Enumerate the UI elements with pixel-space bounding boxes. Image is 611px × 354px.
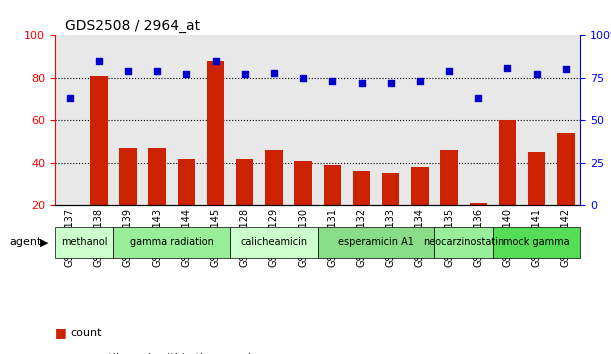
Text: ■: ■ [55, 351, 67, 354]
Text: calicheamicin: calicheamicin [240, 238, 307, 247]
Point [152, 68, 162, 74]
Point [240, 72, 250, 77]
Point [503, 65, 513, 70]
Text: esperamicin A1: esperamicin A1 [338, 238, 414, 247]
Point [386, 80, 395, 86]
Point [444, 68, 454, 74]
Point [269, 70, 279, 76]
Text: gamma radiation: gamma radiation [130, 238, 214, 247]
Bar [90, 76, 108, 248]
Bar [441, 150, 458, 248]
Bar [119, 148, 137, 248]
Point [415, 79, 425, 84]
Bar [557, 133, 574, 248]
Bar [469, 203, 487, 248]
Point [94, 58, 104, 64]
Text: methanol: methanol [61, 238, 108, 247]
Text: ■: ■ [55, 326, 67, 339]
Point [561, 67, 571, 72]
Text: agent: agent [9, 238, 42, 247]
Bar [528, 152, 546, 248]
Bar [324, 165, 341, 248]
Bar [148, 148, 166, 248]
Bar [295, 161, 312, 248]
Text: count: count [70, 328, 102, 338]
Bar [178, 159, 195, 248]
Point [327, 79, 337, 84]
Point [532, 72, 541, 77]
Bar [499, 120, 516, 248]
Bar [411, 167, 429, 248]
Point [181, 72, 191, 77]
Bar [353, 171, 370, 248]
Text: GDS2508 / 2964_at: GDS2508 / 2964_at [65, 19, 200, 33]
Point [474, 96, 483, 101]
Bar [61, 205, 78, 248]
Bar [265, 150, 283, 248]
Point [65, 96, 75, 101]
Point [298, 75, 308, 81]
Text: percentile rank within the sample: percentile rank within the sample [70, 353, 258, 354]
Text: neocarzinostatin: neocarzinostatin [423, 238, 504, 247]
Text: ▶: ▶ [40, 238, 48, 247]
Bar [236, 159, 254, 248]
Point [211, 58, 221, 64]
Bar [207, 61, 224, 248]
Point [357, 80, 367, 86]
Text: mock gamma: mock gamma [503, 238, 570, 247]
Point [123, 68, 133, 74]
Bar [382, 173, 400, 248]
